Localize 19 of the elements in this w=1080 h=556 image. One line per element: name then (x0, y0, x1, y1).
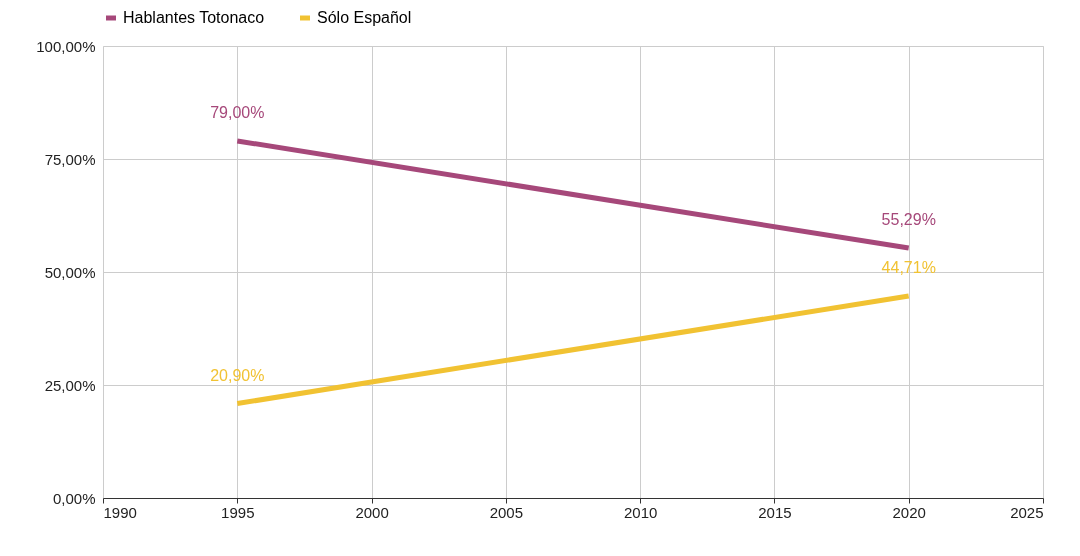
data-label: 44,71% (881, 258, 936, 276)
x-tick-label: 2005 (489, 503, 524, 521)
x-tick-label: 2025 (1010, 503, 1044, 521)
data-label: 55,29% (881, 211, 936, 229)
y-tick-label: 0,00% (52, 489, 96, 507)
data-label: 20,90% (210, 366, 265, 384)
x-tick-label: 1990 (103, 503, 137, 521)
y-tick-label: 75,00% (44, 150, 96, 168)
x-tick-label: 1995 (221, 503, 255, 521)
y-tick-label: 25,00% (44, 376, 96, 394)
data-label: 79,00% (210, 103, 265, 121)
legend-label: Hablantes Totonaco (123, 9, 265, 26)
x-tick-label: 2000 (355, 503, 389, 521)
y-tick-label: 50,00% (44, 263, 96, 281)
x-tick-label: 2020 (892, 503, 926, 521)
x-tick-label: 2015 (758, 503, 792, 521)
legend-label: Sólo Español (317, 9, 412, 26)
x-tick-label: 2010 (623, 503, 658, 521)
y-tick-label: 100,00% (36, 37, 96, 55)
